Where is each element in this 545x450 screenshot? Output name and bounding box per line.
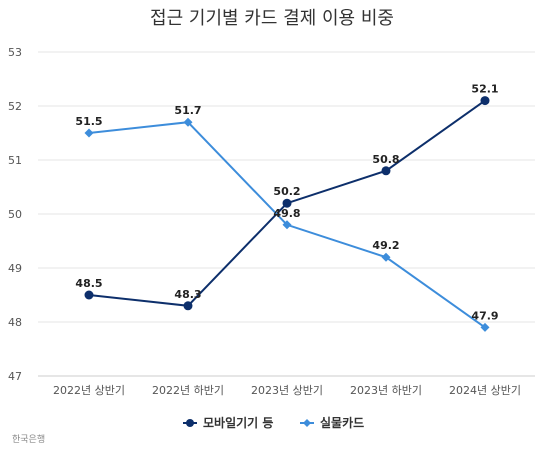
data-point[interactable]	[183, 117, 193, 127]
data-point[interactable]	[84, 128, 94, 138]
legend-item[interactable]: 실물카드	[300, 415, 364, 430]
chart-title: 접근 기기별 카드 결제 이용 비중	[150, 8, 394, 29]
data-point[interactable]	[282, 220, 292, 230]
x-tick-label: 2023년 하반기	[350, 383, 422, 397]
x-tick-label: 2024년 상반기	[449, 384, 521, 397]
y-tick-label: 47	[8, 370, 22, 383]
x-tick-label: 2023년 상반기	[251, 384, 323, 397]
legend[interactable]: 모바일기기 등 실물카드	[183, 415, 364, 430]
data-point[interactable]	[381, 252, 391, 262]
y-tick-label: 50	[8, 208, 22, 221]
data-label: 50.2	[273, 185, 300, 198]
y-axis-ticks: 47 48 49 50 51 52 53	[8, 46, 22, 383]
legend-item[interactable]: 모바일기기 등	[183, 415, 273, 430]
data-point[interactable]	[84, 290, 94, 300]
legend-marker-circle	[186, 419, 194, 427]
y-tick-label: 52	[8, 100, 22, 113]
data-point[interactable]	[480, 96, 490, 106]
data-point[interactable]	[282, 198, 292, 208]
source-label: 한국은행	[12, 433, 45, 445]
data-label: 52.1	[471, 83, 498, 96]
data-label: 50.8	[372, 153, 399, 166]
y-tick-label: 48	[8, 316, 22, 329]
data-point[interactable]	[381, 166, 391, 176]
data-label: 51.5	[75, 115, 102, 128]
data-labels: 48.5 48.3 50.2 50.8 52.1 51.5 51.7 49.8 49.2 47.9	[75, 83, 498, 323]
data-label: 48.5	[75, 277, 102, 290]
data-label: 47.9	[471, 309, 498, 322]
data-point[interactable]	[183, 301, 193, 311]
legend-marker-diamond	[303, 419, 311, 427]
x-tick-label: 2022년 하반기	[152, 383, 224, 397]
y-tick-label: 49	[8, 262, 22, 275]
y-tick-label: 51	[8, 154, 22, 167]
x-axis-ticks: 2022년 상반기 2022년 하반기 2023년 상반기 2023년 하반기 2024…	[53, 383, 521, 397]
data-label: 49.8	[273, 207, 300, 220]
legend-label: 모바일기기 등	[203, 415, 273, 430]
x-tick-label: 2022년 상반기	[53, 384, 125, 397]
legend-label: 실물카드	[320, 415, 364, 430]
series-lines	[84, 96, 490, 332]
data-label: 51.7	[174, 104, 201, 117]
data-point[interactable]	[480, 322, 490, 332]
data-label: 49.2	[372, 239, 399, 252]
grid	[38, 51, 535, 377]
y-tick-label: 53	[8, 46, 22, 59]
data-label: 48.3	[174, 288, 201, 301]
